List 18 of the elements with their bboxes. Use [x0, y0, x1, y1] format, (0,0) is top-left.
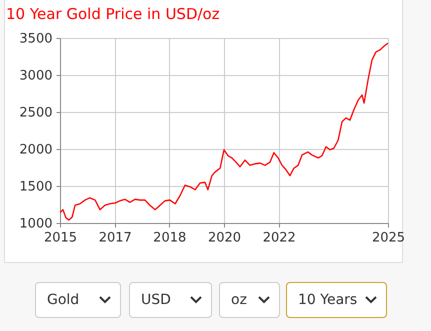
- x-tick-label: 2022: [262, 230, 296, 246]
- y-tick-label: 1000: [19, 216, 52, 232]
- dropdown: Gold: [35, 282, 121, 318]
- dropdown: USD: [129, 282, 212, 318]
- x-tick-label: 2018: [153, 230, 186, 246]
- y-tick-label: 3000: [19, 68, 52, 84]
- dropdown: oz: [219, 282, 280, 318]
- x-tick-label: 2017: [98, 230, 132, 246]
- x-tick-label: 2025: [372, 230, 406, 246]
- dropdown: 10 Years: [286, 282, 387, 318]
- y-tick-label: 3500: [19, 32, 52, 46]
- y-tick-label: 1500: [19, 180, 52, 194]
- chart-title: 10 Year Gold Price in USD/oz: [6, 5, 220, 23]
- y-tick-label: 2000: [19, 142, 52, 158]
- line-series: [60, 42, 388, 221]
- x-tick-label: 2020: [208, 230, 242, 246]
- y-tick-label: 2500: [19, 106, 52, 120]
- x-tick-label: 2015: [44, 230, 78, 246]
